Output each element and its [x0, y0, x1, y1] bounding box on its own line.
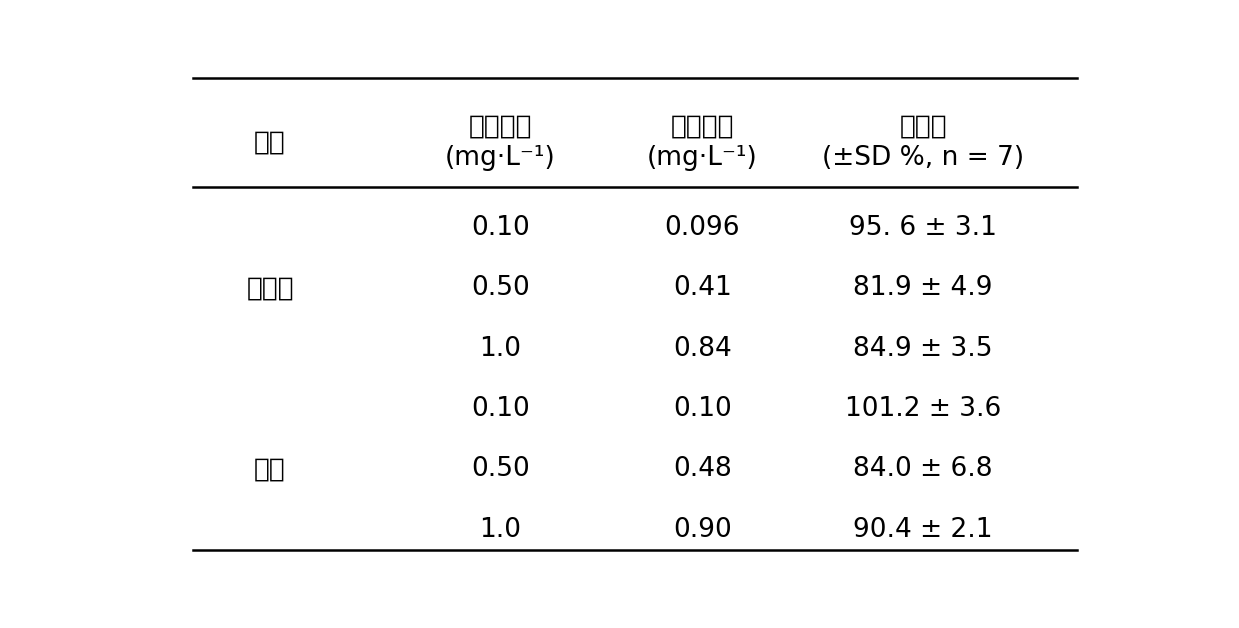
Text: 84.0 ± 6.8: 84.0 ± 6.8 [854, 457, 992, 482]
Text: 0.84: 0.84 [673, 335, 731, 362]
Text: 加标浓度: 加标浓度 [468, 113, 533, 139]
Text: 0.50: 0.50 [471, 457, 530, 482]
Text: 95. 6 ± 3.1: 95. 6 ± 3.1 [849, 215, 997, 241]
Text: 0.90: 0.90 [673, 517, 731, 543]
Text: (mg·L⁻¹): (mg·L⁻¹) [647, 144, 757, 171]
Text: 90.4 ± 2.1: 90.4 ± 2.1 [854, 517, 992, 543]
Text: 0.10: 0.10 [471, 396, 530, 422]
Text: 101.2 ± 3.6: 101.2 ± 3.6 [845, 396, 1001, 422]
Text: 橙汁: 橙汁 [254, 457, 286, 482]
Text: 0.096: 0.096 [664, 215, 740, 241]
Text: 81.9 ± 4.9: 81.9 ± 4.9 [854, 275, 992, 301]
Text: 样品: 样品 [254, 129, 286, 155]
Text: 苹果汁: 苹果汁 [247, 275, 294, 301]
Text: 84.9 ± 3.5: 84.9 ± 3.5 [854, 335, 992, 362]
Text: 0.10: 0.10 [673, 396, 731, 422]
Text: 1.0: 1.0 [479, 335, 522, 362]
Text: (±SD %, n = 7): (±SD %, n = 7) [821, 144, 1025, 171]
Text: 0.41: 0.41 [673, 275, 731, 301]
Text: 0.48: 0.48 [673, 457, 731, 482]
Text: (mg·L⁻¹): (mg·L⁻¹) [445, 144, 556, 171]
Text: 1.0: 1.0 [479, 517, 522, 543]
Text: 回收率: 回收率 [900, 113, 947, 139]
Text: 测量浓度: 测量浓度 [670, 113, 733, 139]
Text: 0.10: 0.10 [471, 215, 530, 241]
Text: 0.50: 0.50 [471, 275, 530, 301]
